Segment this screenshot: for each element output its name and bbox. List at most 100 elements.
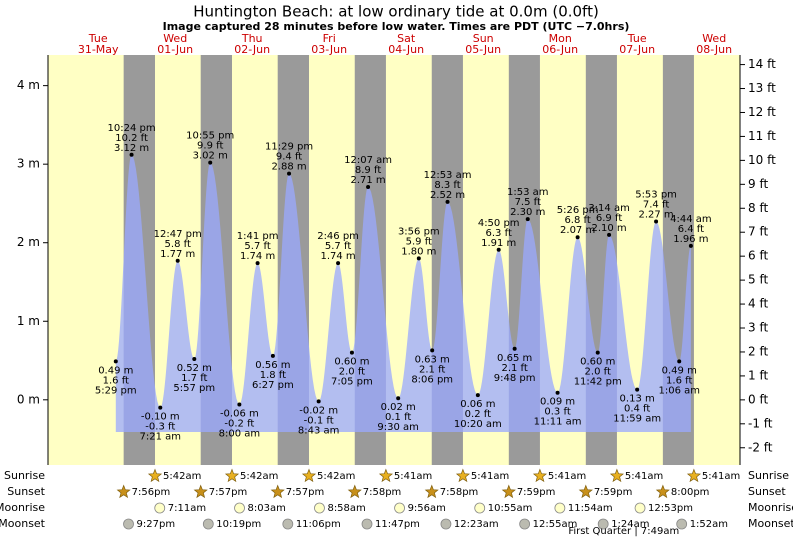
row-label: Sunrise [748, 469, 789, 482]
tide-time: 7:05 pm [331, 377, 373, 388]
y2-tick-label: 13 ft [748, 81, 776, 95]
tide-ft-label: 2.1 ft [501, 363, 527, 374]
tide-time: 10:24 pm [108, 123, 156, 134]
tide-time: 1:41 pm [237, 231, 279, 242]
moonrise-icon [634, 502, 646, 514]
tide-point [445, 199, 450, 204]
sunset-icon [501, 484, 516, 499]
moonset-time: 1:52am [690, 519, 728, 530]
tide-point [525, 217, 530, 222]
row-label: Moonrise [748, 501, 793, 514]
tide-time: 5:53 pm [635, 190, 677, 201]
sunset-icon [347, 484, 362, 499]
tide-point [255, 261, 260, 266]
tide-time: 1:53 am [507, 187, 549, 198]
y-tick-label: 1 m [17, 314, 40, 328]
tide-m-label: 1.80 m [401, 246, 436, 257]
row-label: Sunrise [4, 469, 45, 482]
tide-point [635, 387, 640, 392]
day-date: 02-Jun [234, 43, 270, 56]
moonset-icon [597, 518, 609, 530]
tide-point [113, 359, 118, 364]
tide-ft-label: 0.1 ft [385, 412, 411, 423]
day-date: 08-Jun [696, 43, 732, 56]
tide-m-label: -0.02 m [299, 405, 338, 416]
y2-tick-label: 2 ft [748, 344, 768, 358]
tide-m-label: 3.12 m [114, 143, 149, 154]
tide-point [396, 396, 401, 401]
tide-point [158, 405, 163, 410]
tide-time: 12:53 am [424, 170, 472, 181]
y2-tick-label: 7 ft [748, 225, 768, 239]
sunrise-time: 5:41am [625, 471, 663, 482]
tide-point [287, 171, 292, 176]
sunrise-time: 5:42am [163, 471, 201, 482]
tide-point [237, 402, 242, 407]
tide-time: 1:06 am [658, 385, 700, 396]
y2-tick-label: 5 ft [748, 273, 768, 287]
moonrise-time: 8:58am [327, 503, 365, 514]
tide-point [575, 235, 580, 240]
sunrise-icon [378, 468, 393, 483]
sunrise-icon [301, 468, 317, 483]
tide-ft-label: 9.9 ft [197, 141, 223, 152]
tide-area [115, 154, 691, 432]
day-weekday: Sat [397, 32, 416, 45]
day-weekday: Tue [88, 32, 108, 45]
moonset-time: 10:19pm [216, 519, 261, 530]
day-weekday: Wed [163, 32, 187, 45]
sunrise-time: 5:41am [702, 471, 740, 482]
tide-point [595, 350, 600, 355]
tide-ft-label: 1.6 ft [103, 375, 129, 386]
tide-ft-label: 6.9 ft [596, 213, 622, 224]
moonrise-icon [154, 502, 166, 514]
y-tick-label: 0 m [17, 392, 40, 406]
day-weekday: Mon [549, 32, 572, 45]
tide-ft-label: 5.7 ft [325, 241, 351, 252]
tide-m-label: 0.52 m [177, 363, 212, 374]
tide-time: 8:00 am [219, 429, 261, 440]
tide-point [654, 219, 659, 224]
y-tick-label: 4 m [17, 78, 40, 92]
sunrise-time: 5:42am [317, 471, 355, 482]
sunset-time: 7:59pm [594, 487, 633, 498]
tide-ft-label: 7.4 ft [643, 200, 669, 211]
day-date: 06-Jun [542, 43, 578, 56]
sunset-icon [270, 484, 285, 499]
y2-tick-label: 9 ft [748, 177, 768, 191]
moonrise-time: 11:54am [568, 503, 613, 514]
moonset-icon [519, 518, 531, 530]
moonset-time: 12:23am [454, 519, 499, 530]
tide-m-label: 0.49 m [662, 365, 697, 376]
tide-ft-label: 2.0 ft [585, 367, 611, 378]
row-label: Moonset [0, 517, 46, 530]
y2-tick-label: -2 ft [748, 440, 773, 454]
tide-point [270, 353, 275, 358]
sunrise-icon [224, 468, 240, 483]
tide-ft-label: 5.9 ft [406, 236, 432, 247]
y2-tick-label: 3 ft [748, 321, 768, 335]
tide-ft-label: 0.4 ft [624, 404, 650, 415]
tide-m-label: 1.91 m [481, 238, 516, 249]
moonset-icon [676, 518, 688, 530]
sunset-time: 7:59pm [517, 487, 556, 498]
tide-time: 7:21 am [140, 432, 182, 443]
tide-area-layer [115, 154, 691, 432]
row-label: Sunset [748, 485, 786, 498]
tide-m-label: 2.27 m [638, 210, 673, 221]
moonrise-time: 7:11am [168, 503, 206, 514]
tide-m-label: 2.71 m [350, 175, 385, 186]
moonrise-icon [474, 502, 486, 514]
tide-point [175, 258, 180, 263]
moonset-time: 9:27pm [137, 519, 176, 530]
tide-m-label: 0.13 m [620, 394, 655, 405]
tide-time: 5:26 pm [557, 205, 599, 216]
moonrise-time: 8:03am [248, 503, 286, 514]
sunset-time: 7:58pm [440, 487, 479, 498]
tide-m-label: 2.30 m [510, 207, 545, 218]
moonrise-icon [234, 502, 245, 514]
moonset-icon [282, 518, 294, 530]
tide-ft-label: 1.7 ft [181, 373, 207, 384]
moonset-icon [123, 518, 134, 530]
tide-ft-label: 6.3 ft [486, 228, 512, 239]
